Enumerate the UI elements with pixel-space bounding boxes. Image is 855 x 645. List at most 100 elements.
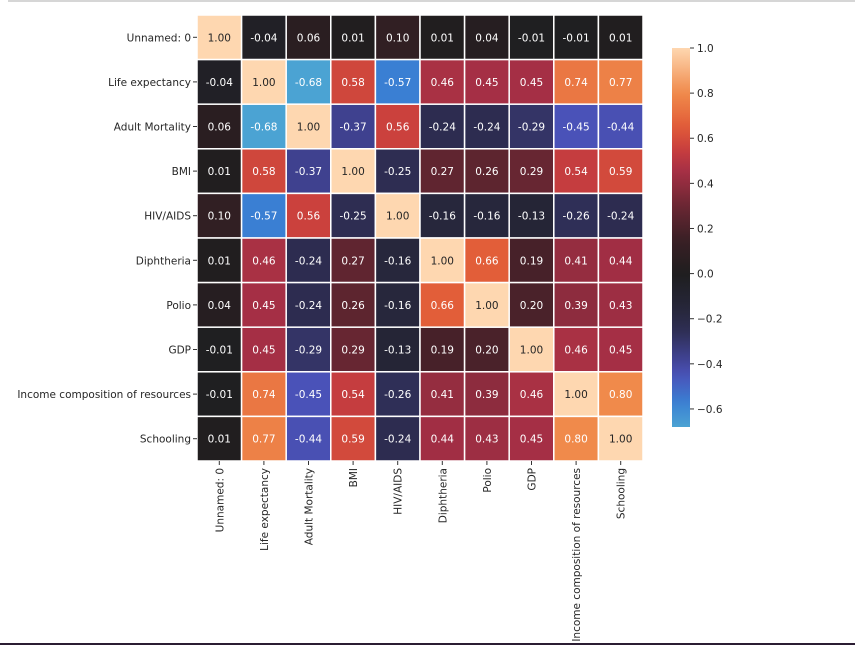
heatmap-cell	[463, 326, 510, 373]
cell-label: 0.45	[609, 345, 632, 357]
heatmap-cell	[240, 281, 287, 328]
cell-label: 1.00	[520, 345, 543, 357]
cell-label: -0.37	[295, 166, 322, 178]
cell-label: -0.24	[384, 434, 411, 446]
colorbar-tick-label: 1.0	[697, 43, 714, 55]
cell-label: 0.45	[520, 434, 543, 446]
heatmap-cell	[330, 326, 377, 373]
heatmap-cell	[463, 415, 510, 462]
heatmap-cell	[508, 148, 555, 195]
cell-label: -0.57	[384, 77, 411, 89]
heatmap-cell	[508, 415, 555, 462]
cell-label: -0.68	[295, 77, 322, 89]
cell-label: 1.00	[431, 255, 454, 267]
x-tick-label: BMI	[348, 468, 360, 487]
y-tick-label: Diphtheria	[136, 255, 191, 267]
heatmap-cell	[597, 371, 644, 418]
cell-label: -0.16	[384, 300, 411, 312]
cell-label: -0.04	[206, 77, 233, 89]
cell-label: 0.01	[431, 32, 454, 44]
cell-label: 0.43	[475, 434, 498, 446]
heatmap-cell	[240, 148, 287, 195]
cell-label: -0.24	[429, 122, 456, 134]
cell-label: 0.80	[609, 389, 632, 401]
heatmap-cell	[463, 192, 510, 239]
heatmap-cell	[285, 415, 332, 462]
colorbar-tick-label: −0.6	[697, 404, 723, 416]
heatmap-cell	[463, 58, 510, 105]
cell-label: 0.06	[208, 122, 232, 134]
heatmap-cell	[508, 237, 555, 284]
heatmap-cell	[374, 326, 421, 373]
cell-label: 1.00	[341, 166, 364, 178]
heatmap-cell	[597, 148, 644, 195]
heatmap-cell	[463, 103, 510, 150]
y-tick-label: Polio	[166, 300, 191, 312]
heatmap-cell	[285, 58, 332, 105]
heatmap-cell	[374, 415, 421, 462]
x-tick-label: GDP	[527, 468, 539, 491]
cell-label: 0.41	[564, 255, 587, 267]
cell-label: -0.37	[340, 122, 367, 134]
x-tick-label: Schooling	[616, 468, 628, 519]
cell-label: 0.58	[341, 77, 364, 89]
x-tick-label: HIV/AIDS	[393, 468, 405, 515]
cell-label: -0.01	[518, 32, 545, 44]
cell-label: -0.24	[295, 300, 322, 312]
cell-label: 0.20	[520, 300, 543, 312]
cell-label: -0.57	[250, 211, 277, 223]
cell-label: -0.25	[340, 211, 367, 223]
cell-label: 0.10	[208, 211, 231, 223]
cell-label: 0.77	[252, 434, 275, 446]
panel-top-border	[8, 0, 855, 4]
colorbar	[672, 48, 690, 427]
cell-label: 0.26	[475, 166, 499, 178]
cell-label: -0.25	[384, 166, 411, 178]
cell-label: -0.13	[518, 211, 545, 223]
heatmap-cell	[597, 103, 644, 150]
heatmap-cell	[240, 237, 287, 284]
cell-label: 1.00	[297, 122, 320, 134]
x-tick-label: Life expectancy	[259, 468, 271, 551]
cell-label: 0.29	[520, 166, 543, 178]
cell-label: 0.46	[431, 77, 455, 89]
cell-label: 0.04	[208, 300, 232, 312]
cell-label: -0.29	[295, 345, 322, 357]
x-tick-label: Unnamed: 0	[214, 468, 226, 532]
heatmap-cell	[240, 14, 287, 61]
heatmap-cell	[508, 58, 555, 105]
heatmap-cell	[508, 103, 555, 150]
y-tick-label: HIV/AIDS	[144, 211, 191, 223]
heatmap-cell	[419, 371, 466, 418]
cell-label: 1.00	[252, 77, 275, 89]
cell-label: 0.54	[564, 166, 588, 178]
cell-label: -0.16	[473, 211, 500, 223]
heatmap-cell	[419, 148, 466, 195]
cell-label: 0.10	[386, 32, 409, 44]
cell-label: 0.26	[341, 300, 365, 312]
cell-label: -0.26	[563, 211, 590, 223]
cell-label: 1.00	[386, 211, 409, 223]
cell-label: 1.00	[609, 434, 632, 446]
cell-label: -0.01	[563, 32, 590, 44]
heatmap-cell	[553, 371, 600, 418]
heatmap-cell	[374, 281, 421, 328]
heatmap-cell	[597, 281, 644, 328]
cell-label: 0.20	[475, 345, 498, 357]
heatmap-cell	[597, 58, 644, 105]
heatmap-cell	[553, 14, 600, 61]
cell-label: 0.39	[475, 389, 498, 401]
heatmap-cell	[285, 237, 332, 284]
heatmap-cell	[463, 371, 510, 418]
cell-label: -0.45	[295, 389, 322, 401]
cell-label: -0.24	[473, 122, 500, 134]
cell-label: 0.66	[431, 300, 455, 312]
cell-label: -0.13	[384, 345, 411, 357]
cell-label: 0.27	[431, 166, 454, 178]
cell-label: -0.01	[206, 389, 233, 401]
heatmap-cell	[285, 103, 332, 150]
cell-label: 0.46	[252, 255, 276, 267]
y-tick-label: Schooling	[140, 434, 191, 446]
cell-label: -0.44	[295, 434, 322, 446]
cell-label: 1.00	[564, 389, 587, 401]
